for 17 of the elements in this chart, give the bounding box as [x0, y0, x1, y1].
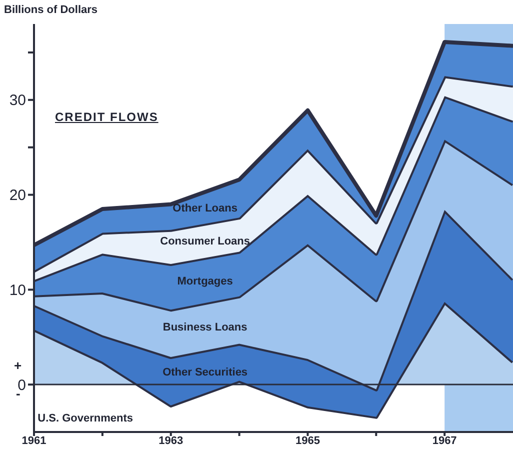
y-tick-label: 0 — [18, 376, 26, 394]
y-tick-label: 10 — [9, 282, 26, 299]
series-label: Other Securities — [162, 366, 248, 379]
x-tick-label: 1961 — [22, 434, 46, 447]
text: + — [14, 358, 22, 373]
x-tick-label: 1963 — [158, 434, 184, 447]
series-label: Business Loans — [162, 322, 248, 334]
text: CREDIT FLOWS — [55, 110, 158, 124]
y-tick-label: 20 — [9, 187, 26, 204]
series-label: Mortgages — [177, 275, 233, 288]
series-label: Consumer Loans — [160, 236, 250, 248]
x-tick-label: 1967 — [432, 434, 457, 447]
y-tick-label: 30 — [9, 92, 26, 110]
y-axis-title: Billions of Dollars — [4, 4, 98, 16]
x-tick-label: 1965 — [295, 434, 320, 447]
text: U.S. Governments — [38, 412, 133, 425]
series-label: Other Loans — [172, 202, 238, 215]
